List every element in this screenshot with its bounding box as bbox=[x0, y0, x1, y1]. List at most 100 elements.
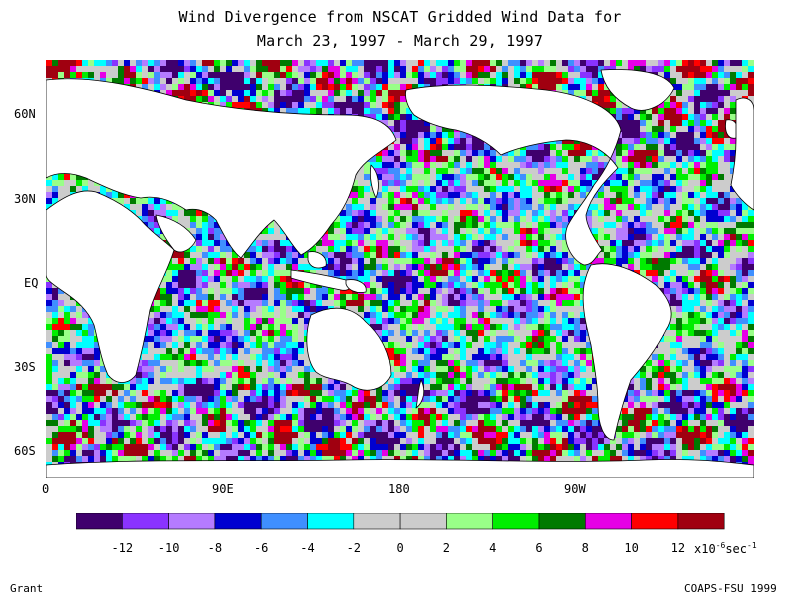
field-cell bbox=[418, 282, 424, 288]
field-cell bbox=[568, 174, 574, 180]
field-cell bbox=[628, 162, 634, 168]
field-cell bbox=[142, 72, 148, 78]
field-cell bbox=[658, 138, 664, 144]
field-cell bbox=[508, 270, 514, 276]
field-cell bbox=[724, 204, 730, 210]
field-cell bbox=[268, 300, 274, 306]
field-cell bbox=[172, 60, 178, 66]
field-cell bbox=[304, 300, 310, 306]
field-cell bbox=[376, 300, 382, 306]
field-cell bbox=[634, 144, 640, 150]
field-cell bbox=[298, 108, 304, 114]
field-cell bbox=[484, 228, 490, 234]
field-cell bbox=[466, 222, 472, 228]
field-cell bbox=[562, 210, 568, 216]
field-cell bbox=[442, 252, 448, 258]
field-cell bbox=[670, 144, 676, 150]
field-cell bbox=[520, 156, 526, 162]
field-cell bbox=[280, 96, 286, 102]
field-cell bbox=[232, 252, 238, 258]
field-cell bbox=[226, 102, 232, 108]
field-cell bbox=[412, 144, 418, 150]
field-cell bbox=[214, 264, 220, 270]
field-cell bbox=[604, 198, 610, 204]
field-cell bbox=[730, 270, 736, 276]
field-cell bbox=[490, 258, 496, 264]
field-cell bbox=[700, 288, 706, 294]
field-cell bbox=[370, 300, 376, 306]
field-cell bbox=[358, 240, 364, 246]
field-cell bbox=[682, 114, 688, 120]
field-cell bbox=[424, 222, 430, 228]
field-cell bbox=[334, 234, 340, 240]
field-cell bbox=[418, 192, 424, 198]
field-cell bbox=[622, 126, 628, 132]
field-cell bbox=[250, 258, 256, 264]
field-cell bbox=[748, 282, 754, 288]
field-cell bbox=[418, 276, 424, 282]
field-cell bbox=[568, 192, 574, 198]
field-cell bbox=[364, 198, 370, 204]
field-cell bbox=[406, 114, 412, 120]
field-cell bbox=[532, 150, 538, 156]
field-cell bbox=[214, 66, 220, 72]
field-cell bbox=[232, 258, 238, 264]
field-cell bbox=[208, 234, 214, 240]
field-cell bbox=[508, 228, 514, 234]
field-cell bbox=[568, 156, 574, 162]
field-cell bbox=[574, 150, 580, 156]
field-cell bbox=[214, 90, 220, 96]
field-cell bbox=[328, 252, 334, 258]
field-cell bbox=[340, 252, 346, 258]
field-cell bbox=[460, 246, 466, 252]
field-cell bbox=[466, 252, 472, 258]
field-cell bbox=[400, 234, 406, 240]
field-cell bbox=[442, 282, 448, 288]
field-cell bbox=[538, 270, 544, 276]
field-cell bbox=[256, 312, 262, 318]
field-cell bbox=[394, 240, 400, 246]
field-cell bbox=[670, 198, 676, 204]
field-cell bbox=[100, 66, 106, 72]
field-cell bbox=[736, 234, 742, 240]
field-cell bbox=[418, 78, 424, 84]
field-cell bbox=[628, 192, 634, 198]
field-cell bbox=[412, 300, 418, 306]
field-cell bbox=[370, 96, 376, 102]
field-cell bbox=[424, 294, 430, 300]
field-cell bbox=[88, 180, 94, 186]
field-cell bbox=[160, 78, 166, 84]
field-cell bbox=[742, 246, 748, 252]
field-cell bbox=[370, 108, 376, 114]
field-cell bbox=[490, 180, 496, 186]
field-cell bbox=[58, 72, 64, 78]
field-cell bbox=[730, 228, 736, 234]
field-cell bbox=[610, 60, 616, 66]
field-cell bbox=[676, 252, 682, 258]
field-cell bbox=[706, 234, 712, 240]
field-cell bbox=[568, 300, 574, 306]
field-cell bbox=[82, 66, 88, 72]
field-cell bbox=[304, 108, 310, 114]
field-cell bbox=[508, 174, 514, 180]
field-cell bbox=[688, 258, 694, 264]
field-cell bbox=[202, 228, 208, 234]
field-cell bbox=[634, 66, 640, 72]
field-cell bbox=[538, 240, 544, 246]
field-cell bbox=[538, 264, 544, 270]
field-cell bbox=[664, 114, 670, 120]
field-cell bbox=[202, 234, 208, 240]
field-cell bbox=[376, 150, 382, 156]
field-cell bbox=[310, 84, 316, 90]
field-cell bbox=[232, 306, 238, 312]
field-cell bbox=[262, 228, 268, 234]
field-cell bbox=[418, 120, 424, 126]
field-cell bbox=[514, 168, 520, 174]
field-cell bbox=[352, 228, 358, 234]
field-cell bbox=[46, 300, 52, 306]
field-cell bbox=[688, 66, 694, 72]
field-cell bbox=[604, 186, 610, 192]
field-cell bbox=[238, 78, 244, 84]
field-cell bbox=[550, 192, 556, 198]
field-cell bbox=[466, 180, 472, 186]
